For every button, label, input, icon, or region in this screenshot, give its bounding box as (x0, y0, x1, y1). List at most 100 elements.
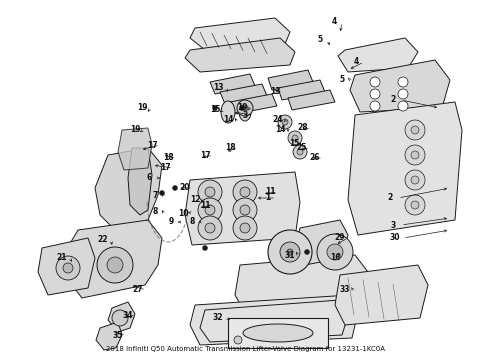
Text: 27: 27 (133, 285, 143, 294)
Text: 15: 15 (210, 105, 220, 114)
Circle shape (213, 105, 218, 111)
Polygon shape (295, 220, 348, 265)
Circle shape (398, 89, 408, 99)
Text: 8: 8 (189, 217, 195, 226)
Circle shape (205, 205, 215, 215)
Polygon shape (185, 172, 300, 245)
Circle shape (398, 101, 408, 111)
Text: 17: 17 (147, 140, 157, 149)
Circle shape (370, 77, 380, 87)
Circle shape (280, 242, 300, 262)
Text: 4: 4 (331, 18, 337, 27)
Polygon shape (118, 128, 152, 170)
Polygon shape (348, 102, 462, 235)
Polygon shape (338, 38, 418, 72)
Circle shape (63, 263, 73, 273)
Polygon shape (95, 148, 162, 230)
Circle shape (297, 149, 303, 155)
Text: 34: 34 (123, 310, 133, 320)
Circle shape (97, 247, 133, 283)
Text: 29: 29 (335, 234, 345, 243)
Circle shape (405, 170, 425, 190)
Circle shape (292, 135, 298, 141)
Circle shape (198, 198, 222, 222)
Text: 20: 20 (180, 184, 190, 193)
Circle shape (411, 151, 419, 159)
Text: 22: 22 (98, 235, 108, 244)
Polygon shape (65, 220, 162, 298)
Text: 10: 10 (178, 208, 188, 217)
Text: 4: 4 (353, 58, 359, 67)
Circle shape (237, 100, 253, 116)
Circle shape (202, 246, 207, 251)
Text: 5: 5 (340, 76, 344, 85)
Circle shape (112, 310, 128, 326)
Circle shape (405, 145, 425, 165)
Text: 13: 13 (270, 87, 280, 96)
Circle shape (411, 126, 419, 134)
Polygon shape (108, 302, 135, 332)
Bar (228, 318, 328, 348)
Text: 2: 2 (388, 194, 392, 202)
Text: 16: 16 (330, 253, 340, 262)
Circle shape (160, 190, 165, 195)
Polygon shape (268, 70, 313, 90)
Circle shape (240, 205, 250, 215)
Circle shape (234, 336, 242, 344)
Polygon shape (230, 94, 277, 114)
Circle shape (242, 105, 248, 111)
Text: 5: 5 (318, 36, 322, 45)
Polygon shape (96, 322, 122, 350)
Text: 25: 25 (297, 144, 307, 153)
Circle shape (205, 223, 215, 233)
Text: 7: 7 (152, 190, 158, 199)
Circle shape (56, 256, 80, 280)
Text: 2018 Infiniti Q50 Automatic Transmission Lifter-Valve Diagram for 13231-1KC0A: 2018 Infiniti Q50 Automatic Transmission… (105, 346, 385, 352)
Text: 11: 11 (200, 201, 210, 210)
Text: 21: 21 (57, 253, 67, 262)
Text: 14: 14 (223, 116, 233, 125)
Circle shape (327, 244, 343, 260)
Polygon shape (38, 238, 95, 295)
Circle shape (411, 201, 419, 209)
Polygon shape (185, 38, 295, 72)
Text: 12: 12 (190, 195, 200, 204)
Text: 30: 30 (390, 234, 400, 243)
Circle shape (107, 257, 123, 273)
Polygon shape (190, 295, 358, 345)
Text: 32: 32 (213, 314, 223, 323)
Text: 2: 2 (391, 95, 395, 104)
Circle shape (317, 234, 353, 270)
Circle shape (287, 249, 293, 255)
Text: 35: 35 (113, 330, 123, 339)
Circle shape (398, 77, 408, 87)
Text: 31: 31 (285, 251, 295, 260)
Polygon shape (128, 148, 152, 215)
Text: 24: 24 (273, 116, 283, 125)
Text: 17: 17 (160, 163, 171, 172)
Circle shape (198, 180, 222, 204)
Circle shape (268, 230, 312, 274)
Circle shape (240, 105, 245, 111)
Text: 18: 18 (163, 153, 173, 162)
Ellipse shape (243, 324, 313, 342)
Text: 6: 6 (147, 174, 151, 183)
Circle shape (411, 176, 419, 184)
Polygon shape (210, 74, 255, 94)
Circle shape (240, 187, 250, 197)
Circle shape (233, 198, 257, 222)
Polygon shape (220, 84, 267, 104)
Circle shape (293, 145, 307, 159)
Text: 11: 11 (265, 188, 275, 197)
Circle shape (288, 131, 302, 145)
Circle shape (205, 187, 215, 197)
Circle shape (304, 249, 310, 255)
Polygon shape (288, 90, 335, 110)
Text: 19: 19 (137, 104, 147, 112)
Ellipse shape (239, 103, 251, 121)
Text: 14: 14 (275, 126, 285, 135)
Text: 19: 19 (237, 104, 247, 112)
Text: 17: 17 (200, 150, 210, 159)
Circle shape (172, 185, 177, 190)
Text: 1: 1 (266, 194, 270, 202)
